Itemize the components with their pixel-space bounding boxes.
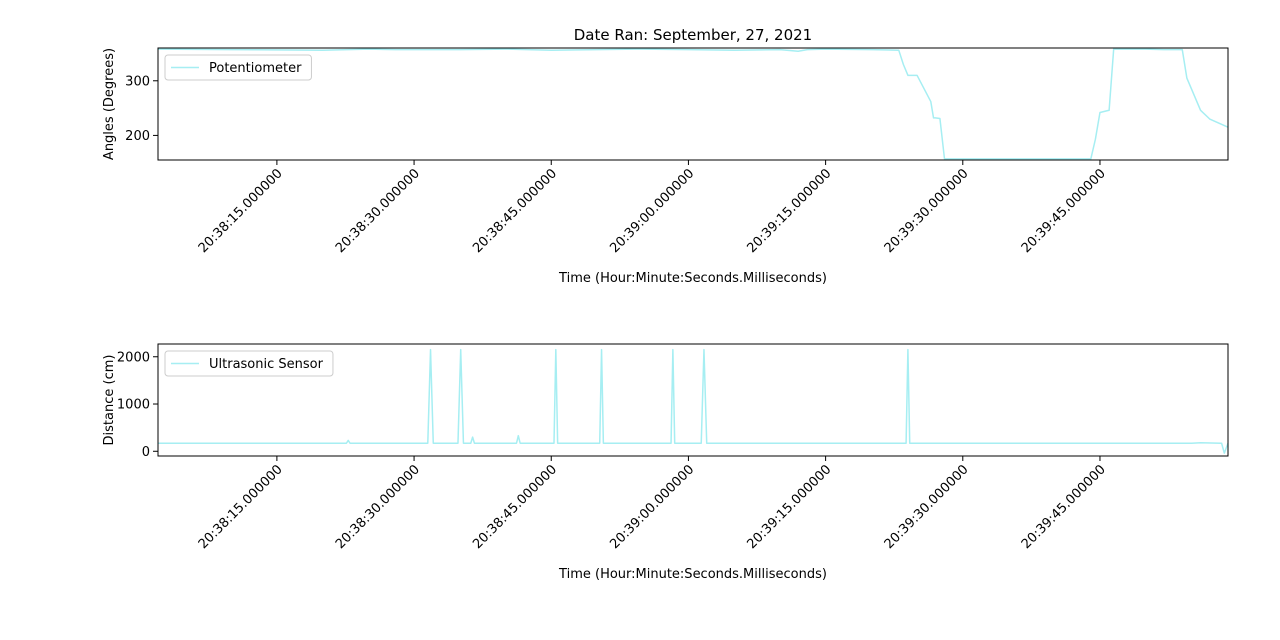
legend-box <box>164 54 312 81</box>
angle-plot-y-axis-label: Angles (Degrees) <box>102 48 117 160</box>
distance-plot-x-axis-label: Time (Hour:Minute:Seconds.Milliseconds) <box>558 567 827 582</box>
y-tick-label: 200 <box>125 129 150 144</box>
y-tick-label: 300 <box>125 74 150 89</box>
legend-label-ultrasonic-sensor: Ultrasonic Sensor <box>209 357 324 372</box>
ultrasonic-series-line <box>158 348 1228 454</box>
angle-plot-frame <box>157 47 1229 161</box>
chart-title: Date Ran: September, 27, 2021 <box>574 26 812 44</box>
distance-plot-frame <box>157 343 1229 457</box>
ultrasonic-legend: Ultrasonic Sensor <box>164 350 334 377</box>
legend-box <box>164 350 334 377</box>
potentiometer-series-line <box>158 48 1228 160</box>
angle-plot-x-axis-label: Time (Hour:Minute:Seconds.Milliseconds) <box>558 271 827 286</box>
legend-label-potentiometer: Potentiometer <box>209 61 302 76</box>
y-tick-label: 2000 <box>117 350 150 365</box>
potentiometer-legend: Potentiometer <box>164 54 312 81</box>
y-tick-label: 1000 <box>117 398 150 413</box>
y-tick-label: 0 <box>142 445 150 460</box>
distance-plot-y-axis-label: Distance (cm) <box>102 355 117 446</box>
